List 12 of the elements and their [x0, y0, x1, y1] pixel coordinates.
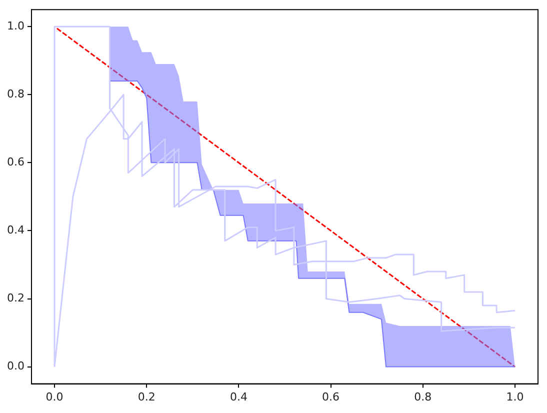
x-tick-label: 1.0 [506, 390, 524, 404]
y-tick-label: 0.6 [6, 156, 24, 169]
y-tick-label: 0.0 [6, 360, 24, 373]
y-tick-label: 0.2 [6, 292, 24, 305]
y-tick-label: 1.0 [6, 19, 24, 32]
y-tick-label: 0.4 [6, 224, 24, 237]
y-tick-label: 0.8 [6, 88, 24, 101]
x-tick-label: 0.2 [138, 390, 156, 404]
x-tick-label: 0.0 [46, 390, 64, 404]
x-tick-label: 0.8 [414, 390, 432, 404]
x-tick-label: 0.4 [230, 390, 248, 404]
x-tick-label: 0.6 [322, 390, 340, 404]
